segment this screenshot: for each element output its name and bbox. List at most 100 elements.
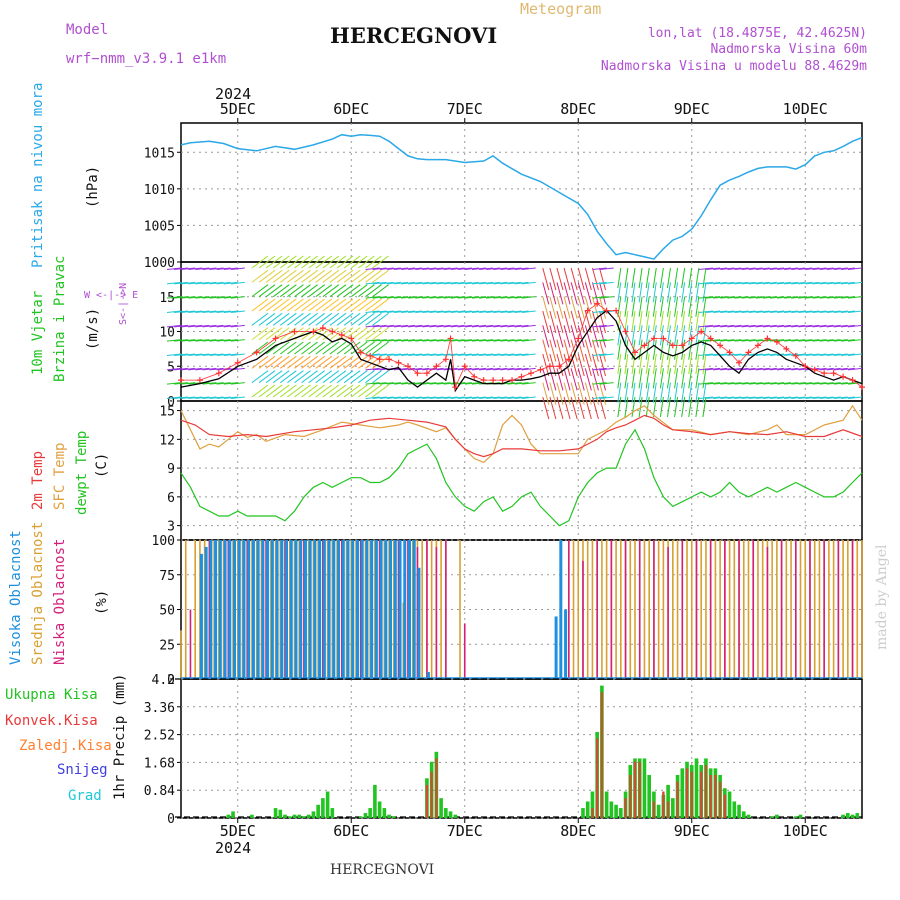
wind-barb bbox=[556, 368, 564, 391]
wind-barb bbox=[365, 384, 382, 398]
wind-barb bbox=[734, 281, 749, 285]
wind-barb bbox=[202, 339, 217, 342]
wind-barb bbox=[294, 298, 311, 312]
wind-barb bbox=[570, 368, 578, 391]
wind-barb bbox=[195, 281, 210, 285]
wind-barb bbox=[563, 267, 571, 291]
wind-barb bbox=[415, 310, 430, 313]
wind-barb bbox=[762, 310, 777, 313]
wind-barb bbox=[174, 310, 189, 313]
wind-barb bbox=[336, 312, 354, 326]
wind-barb bbox=[652, 339, 657, 360]
wind-barb bbox=[638, 353, 643, 375]
precip-total-bar bbox=[741, 811, 746, 818]
wind-barb bbox=[720, 267, 735, 270]
wind-barb bbox=[713, 382, 728, 385]
product-title: Meteogram bbox=[520, 0, 601, 18]
wind-barb bbox=[741, 296, 756, 299]
wind-barb bbox=[372, 396, 387, 399]
legend-freezing: Zaledj.Kisa bbox=[19, 738, 112, 754]
wind-barb bbox=[294, 370, 311, 384]
wind-barb bbox=[258, 269, 276, 283]
precip-conv-bar bbox=[723, 794, 727, 818]
wind-barb bbox=[471, 324, 487, 328]
wind-barb bbox=[734, 310, 749, 313]
ytick-label-clouds: 75 bbox=[159, 569, 175, 584]
wind-barb bbox=[659, 396, 664, 418]
wind-barb bbox=[464, 353, 479, 356]
wind-unit: (m/s) bbox=[85, 308, 101, 350]
wind-barb bbox=[741, 396, 756, 399]
wind-barb bbox=[443, 353, 458, 356]
ytick-label-precipitation: 3.36 bbox=[144, 701, 175, 716]
wind-barb bbox=[443, 267, 458, 270]
wind-barb bbox=[514, 310, 529, 313]
wind-barb bbox=[741, 324, 756, 328]
wind-barb bbox=[599, 325, 607, 348]
wind-barb bbox=[784, 367, 799, 371]
wind-barb bbox=[695, 296, 700, 317]
wind-barb bbox=[258, 355, 276, 369]
wind-barb bbox=[727, 281, 742, 285]
wind-barb bbox=[223, 281, 238, 285]
wind-barb bbox=[401, 267, 416, 270]
wind-barb bbox=[702, 396, 707, 418]
wind-barb bbox=[617, 368, 622, 389]
ytick-label-temperature: 3 bbox=[167, 520, 175, 535]
wind-barb bbox=[631, 382, 636, 403]
wind-barb bbox=[230, 281, 245, 285]
wind-barb bbox=[209, 324, 224, 328]
wind-barb bbox=[479, 367, 494, 371]
wind-barb bbox=[365, 284, 382, 298]
wind-barb bbox=[464, 339, 479, 342]
wind-barb bbox=[301, 370, 318, 384]
wind-barb bbox=[422, 367, 437, 371]
wind-barb bbox=[549, 353, 557, 377]
wind-barb bbox=[617, 325, 622, 346]
wind-barb bbox=[521, 339, 536, 342]
wind-barb bbox=[549, 368, 557, 391]
precip-total-bar bbox=[448, 811, 453, 818]
precip-total-bar bbox=[287, 816, 292, 818]
precip-total-bar bbox=[283, 814, 287, 818]
wind-barb bbox=[769, 367, 785, 371]
wind-barb bbox=[500, 353, 515, 356]
wind-barb bbox=[343, 341, 361, 355]
wind-barb bbox=[741, 339, 756, 342]
wind-barb bbox=[188, 324, 203, 328]
precip-total-bar bbox=[325, 791, 330, 818]
wind-barb bbox=[577, 296, 585, 319]
temp-unit: (C) bbox=[94, 453, 110, 478]
wind-barb bbox=[798, 267, 813, 270]
wind-barb bbox=[329, 370, 347, 384]
wind-barb bbox=[408, 367, 423, 371]
wind-barb bbox=[251, 355, 269, 369]
wind-barb bbox=[365, 255, 382, 269]
wind-barb bbox=[429, 281, 444, 285]
temp-2m-line bbox=[180, 414, 863, 458]
wind-barb bbox=[287, 269, 304, 283]
wind-barb bbox=[251, 370, 269, 384]
wind-barb bbox=[833, 310, 848, 313]
precip-total-bar bbox=[306, 814, 311, 818]
wind-barb bbox=[464, 281, 479, 285]
wind-barb bbox=[638, 368, 643, 389]
wind-barb bbox=[847, 367, 863, 371]
wind-barb bbox=[350, 384, 368, 398]
wind-barb bbox=[798, 353, 813, 356]
wind-barb bbox=[599, 382, 607, 405]
wind-barb bbox=[755, 296, 770, 299]
wind-barb bbox=[457, 353, 472, 356]
wind-barb bbox=[577, 325, 585, 348]
wind-barb bbox=[695, 282, 700, 303]
wind-barb bbox=[315, 255, 333, 269]
wind-barb bbox=[329, 341, 347, 355]
wind-barb bbox=[805, 353, 820, 356]
wind-barb bbox=[265, 284, 283, 298]
wind-barb bbox=[784, 281, 799, 285]
wind-barb bbox=[308, 269, 325, 283]
wind-barb bbox=[570, 267, 578, 291]
day-label-bottom: 9DEC bbox=[674, 822, 710, 840]
wind-barb bbox=[209, 310, 224, 313]
wind-barb bbox=[652, 382, 657, 403]
